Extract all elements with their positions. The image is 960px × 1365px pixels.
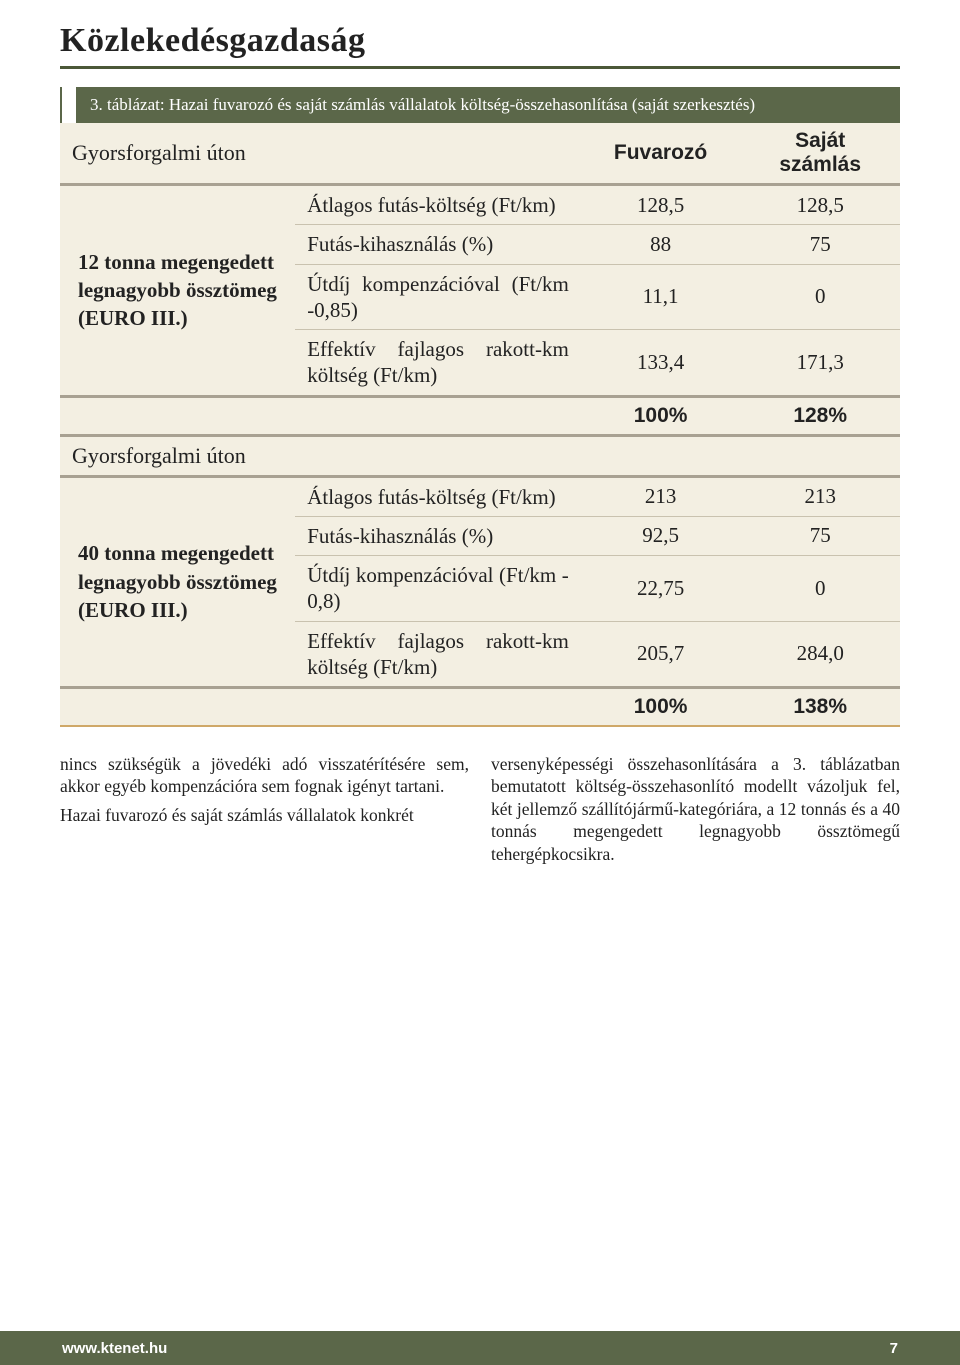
- metric-label: Útdíj kompenzációval (Ft/km - 0,8): [295, 556, 581, 622]
- body-col-left: nincs szükségük a jövedéki adó visszatér…: [60, 753, 469, 865]
- metric-label: Futás-kihasználás (%): [295, 516, 581, 555]
- cell-value: 0: [740, 556, 900, 622]
- cell-value: 128,5: [581, 185, 741, 225]
- body-text-columns: nincs szükségük a jövedéki adó visszatér…: [60, 753, 900, 865]
- table-row: 12 tonna megengedett legnagyobb össztöme…: [60, 185, 900, 225]
- cell-value: 205,7: [581, 621, 741, 688]
- table-header-row: Gyorsforgalmi úton Fuvarozó Saját számlá…: [60, 123, 900, 185]
- group-label-40t: 40 tonna megengedett legnagyobb össztöme…: [60, 476, 295, 688]
- subheader-row: Gyorsforgalmi úton: [60, 435, 900, 476]
- subheader-label: Gyorsforgalmi úton: [60, 435, 900, 476]
- header-col-fuvarozo: Fuvarozó: [581, 123, 741, 185]
- header-col-sajat: Saját számlás: [740, 123, 900, 185]
- percent-value: 100%: [581, 688, 741, 727]
- group-label-12t: 12 tonna megengedett legnagyobb össztöme…: [60, 185, 295, 397]
- cell-value: 213: [740, 476, 900, 516]
- percent-row: 100% 138%: [60, 688, 900, 727]
- metric-label: Effektív fajlagos rakott-km költség (Ft/…: [295, 330, 581, 397]
- cell-value: 22,75: [581, 556, 741, 622]
- cell-value: 92,5: [581, 516, 741, 555]
- table-caption: 3. táblázat: Hazai fuvarozó és saját szá…: [62, 87, 900, 123]
- cell-value: 11,1: [581, 264, 741, 330]
- cell-value: 0: [740, 264, 900, 330]
- metric-label: Átlagos futás-költség (Ft/km): [295, 185, 581, 225]
- section-title: Közlekedésgazdaság: [60, 22, 900, 69]
- metric-label: Átlagos futás-költség (Ft/km): [295, 476, 581, 516]
- cell-value: 128,5: [740, 185, 900, 225]
- cell-value: 75: [740, 516, 900, 555]
- cell-value: 171,3: [740, 330, 900, 397]
- metric-label: Útdíj kompenzációval (Ft/km -0,85): [295, 264, 581, 330]
- footer-page-number: 7: [890, 1340, 898, 1357]
- comparison-table: Gyorsforgalmi úton Fuvarozó Saját számlá…: [60, 123, 900, 727]
- percent-value: 138%: [740, 688, 900, 727]
- footer-site: www.ktenet.hu: [62, 1340, 167, 1357]
- header-rowlabel: Gyorsforgalmi úton: [60, 123, 295, 185]
- table-caption-wrap: 3. táblázat: Hazai fuvarozó és saját szá…: [60, 87, 900, 123]
- cell-value: 133,4: [581, 330, 741, 397]
- body-col-right: versenyképességi összehasonlítására a 3.…: [491, 753, 900, 865]
- metric-label: Effektív fajlagos rakott-km költség (Ft/…: [295, 621, 581, 688]
- table-row: 40 tonna megengedett legnagyobb össztöme…: [60, 476, 900, 516]
- percent-value: 128%: [740, 396, 900, 435]
- cell-value: 213: [581, 476, 741, 516]
- cell-value: 88: [581, 225, 741, 264]
- cell-value: 75: [740, 225, 900, 264]
- percent-value: 100%: [581, 396, 741, 435]
- metric-label: Futás-kihasználás (%): [295, 225, 581, 264]
- percent-row: 100% 128%: [60, 396, 900, 435]
- page-footer: www.ktenet.hu 7: [0, 1331, 960, 1365]
- cell-value: 284,0: [740, 621, 900, 688]
